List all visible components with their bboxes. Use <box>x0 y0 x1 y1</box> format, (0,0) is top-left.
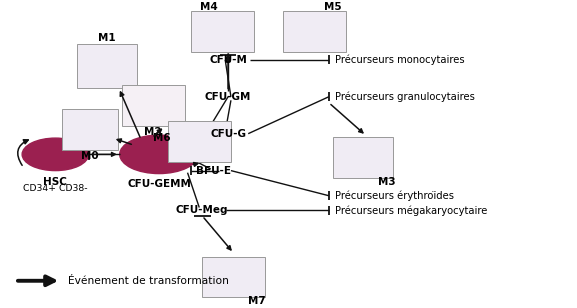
Ellipse shape <box>120 135 198 174</box>
Text: M5: M5 <box>324 2 341 12</box>
Text: HSC: HSC <box>43 176 68 187</box>
Text: M7: M7 <box>248 296 266 306</box>
Text: BFU-E: BFU-E <box>196 166 231 176</box>
Text: Précurseurs érythroïdes: Précurseurs érythroïdes <box>335 190 454 201</box>
Text: CFU-Meg: CFU-Meg <box>176 205 228 216</box>
Text: M3: M3 <box>378 177 395 187</box>
FancyBboxPatch shape <box>203 257 265 297</box>
Text: CFU-GEMM: CFU-GEMM <box>127 179 191 188</box>
Text: CFU-M: CFU-M <box>209 55 247 65</box>
FancyBboxPatch shape <box>334 137 394 178</box>
Text: CD34+ CD38-: CD34+ CD38- <box>23 184 88 193</box>
Text: Précurseurs mégakaryocytaire: Précurseurs mégakaryocytaire <box>335 205 487 216</box>
Ellipse shape <box>22 138 89 171</box>
FancyBboxPatch shape <box>283 11 346 52</box>
Text: M6: M6 <box>153 133 170 143</box>
FancyBboxPatch shape <box>191 11 254 52</box>
FancyBboxPatch shape <box>122 85 185 126</box>
Text: M2: M2 <box>144 127 162 137</box>
Text: M4: M4 <box>200 2 218 12</box>
FancyBboxPatch shape <box>62 109 118 150</box>
Text: M1: M1 <box>98 33 116 43</box>
Text: Précurseurs granulocytaires: Précurseurs granulocytaires <box>335 91 474 102</box>
Text: Précurseurs monocytaires: Précurseurs monocytaires <box>335 55 464 65</box>
Text: Événement de transformation: Événement de transformation <box>68 276 229 286</box>
FancyBboxPatch shape <box>168 120 231 162</box>
FancyBboxPatch shape <box>77 44 137 88</box>
Text: CFU-G: CFU-G <box>210 129 246 139</box>
Text: CFU-GM: CFU-GM <box>205 92 251 102</box>
Text: M0: M0 <box>81 151 99 161</box>
